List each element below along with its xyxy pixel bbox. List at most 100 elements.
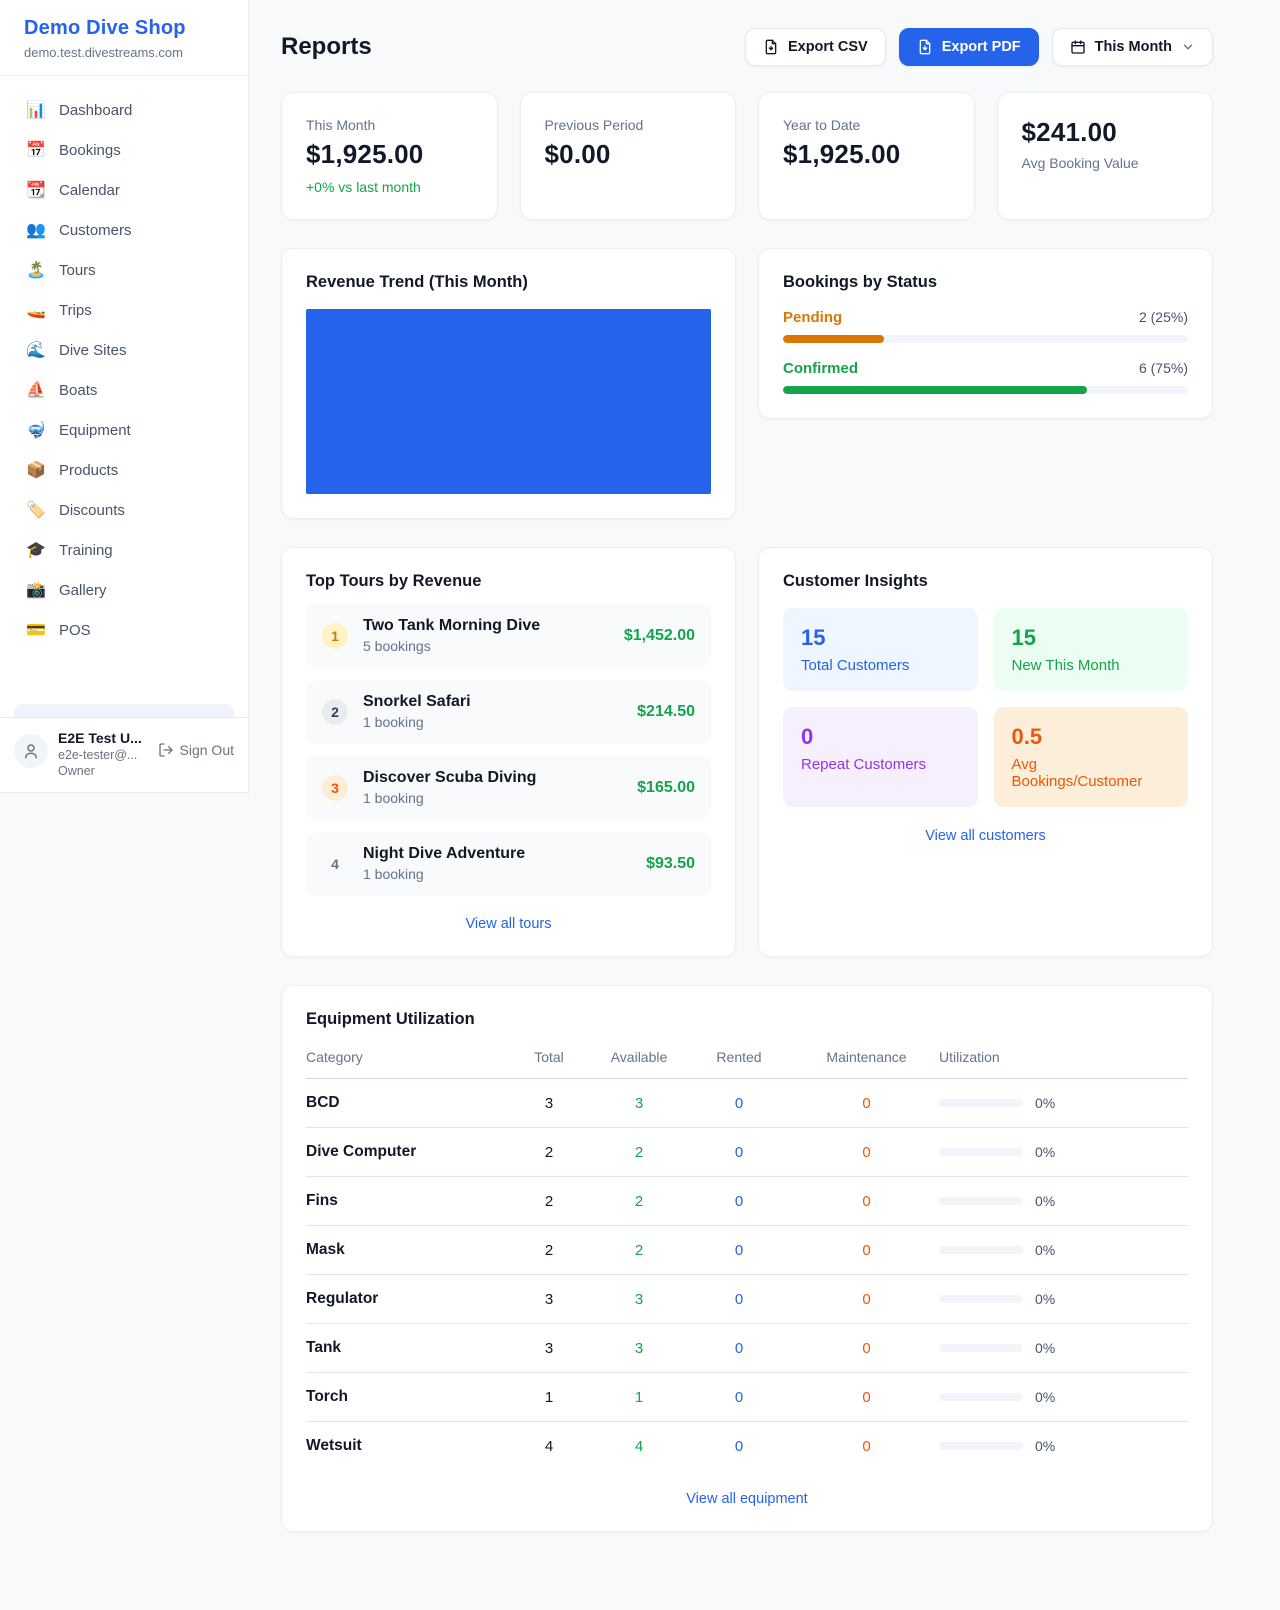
insight-value: 0 (801, 724, 814, 749)
tour-name: Two Tank Morning Dive (363, 617, 541, 634)
cell-available: 4 (634, 1437, 644, 1455)
sidebar-item-label: Dive Sites (59, 341, 127, 359)
user-email: e2e-tester@... (58, 748, 138, 762)
cell-utilization: 0% (939, 1225, 1188, 1275)
logout-icon (158, 743, 173, 757)
status-rows: Pending 2 (25%) Confirmed 6 (75%) (783, 309, 1188, 394)
sidebar-item-equipment[interactable]: 🤿 Equipment (12, 410, 236, 450)
cell-available: 2 (594, 1225, 684, 1275)
products-icon: 📦 (26, 462, 46, 479)
sidebar-item-calendar[interactable]: 📆 Calendar (12, 170, 236, 210)
brand-name[interactable]: Demo Dive Shop (24, 17, 186, 39)
stat-value: $0.00 (544, 139, 611, 169)
sidebar-item-gallery[interactable]: 📸 Gallery (12, 570, 236, 610)
sidebar-item-dive-sites[interactable]: 🌊 Dive Sites (12, 330, 236, 370)
status-label: Confirmed (783, 360, 858, 377)
sidebar-item-trips[interactable]: 🚤 Trips (12, 290, 236, 330)
user-role: Owner (58, 764, 95, 778)
dive-sites-icon: 🌊 (26, 342, 46, 359)
status-count: 2 (25%) (1138, 309, 1188, 325)
cell-maintenance: 0 (794, 1078, 939, 1128)
sidebar-item-tours[interactable]: 🏝️ Tours (12, 250, 236, 290)
cell-maintenance: 0 (862, 1437, 871, 1455)
utilization-wrap: 0% (939, 1095, 1188, 1111)
sidebar-item-pos[interactable]: 💳 POS (12, 610, 236, 650)
sidebar-item-label: Gallery (59, 581, 107, 599)
bookings-by-status-title: Bookings by Status (783, 273, 938, 291)
cell-maintenance: 0 (794, 1274, 939, 1324)
sidebar-item-boats[interactable]: ⛵ Boats (12, 370, 236, 410)
sidebar-item-dashboard[interactable]: 📊 Dashboard (12, 90, 236, 130)
status-head: Pending 2 (25%) (783, 309, 1188, 326)
cell-total: 2 (504, 1225, 594, 1275)
export-csv-label: Export CSV (787, 39, 868, 55)
view-all-tours-link[interactable]: View all tours (465, 916, 552, 932)
user-footer: E2E Test U... e2e-tester@... Owner Sign … (0, 717, 248, 792)
insight-tile: 15 Total Customers (783, 608, 978, 691)
cell-category: Torch (306, 1372, 504, 1422)
sidebar-item-customers[interactable]: 👥 Customers (12, 210, 236, 250)
sidebar-item-label: Products (59, 461, 119, 479)
utilization-percent: 0% (1035, 1144, 1056, 1160)
cell-utilization: 0% (939, 1422, 1188, 1471)
stat-card: Year to Date $1,925.00 (758, 92, 975, 220)
utilization-bar (939, 1442, 1023, 1450)
stat-delta: +0% vs last month (306, 179, 421, 195)
sidebar-item-products[interactable]: 📦 Products (12, 450, 236, 490)
cell-maintenance: 0 (794, 1372, 939, 1422)
rank-badge: 2 (322, 698, 348, 725)
cell-available: 3 (594, 1323, 684, 1373)
cell-rented: 0 (734, 1437, 744, 1455)
export-csv-button[interactable]: Export CSV (744, 28, 886, 66)
rank-badge: 3 (322, 774, 348, 801)
sidebar-item-label: Trips (59, 301, 92, 319)
cell-available: 2 (594, 1176, 684, 1226)
export-pdf-button[interactable]: Export PDF (898, 28, 1039, 66)
stats-grid: This Month $1,925.00 +0% vs last month Prev… (281, 92, 1213, 220)
file-download-icon (919, 39, 931, 55)
tour-row[interactable]: 3 Discover Scuba Diving 1 booking $165.00 (306, 756, 711, 819)
insight-tiles: 15 Total Customers 15 New This Month 0 Repeat… (783, 608, 1188, 807)
utilization-percent: 0% (1035, 1242, 1056, 1258)
status-count: 6 (75%) (1138, 360, 1188, 376)
stat-card: This Month $1,925.00 +0% vs last month (281, 92, 498, 220)
insight-value: 15 (1011, 625, 1036, 650)
table-row: Mask 2 2 0 0 0% (306, 1225, 1188, 1275)
sidebar-item-label: Dashboard (59, 101, 133, 119)
cell-utilization: 0% (939, 1323, 1188, 1373)
tour-row[interactable]: 4 Night Dive Adventure 1 booking $93.50 (306, 832, 711, 895)
tour-revenue: $214.50 (637, 702, 695, 720)
brand-block: Demo Dive Shop demo.test.divestreams.com (0, 0, 248, 76)
utilization-wrap: 0% (939, 1340, 1188, 1356)
insight-tile: 0 Repeat Customers (783, 707, 978, 807)
tour-revenue: $165.00 (637, 778, 695, 796)
cell-category: Dive Computer (306, 1127, 504, 1177)
column-header: Utilization (939, 1049, 1188, 1079)
stat-card: Previous Period $0.00 (519, 92, 736, 220)
cell-utilization: 0% (939, 1274, 1188, 1324)
discounts-icon: 🏷️ (26, 502, 46, 519)
cell-total: 3 (504, 1274, 594, 1324)
tour-row[interactable]: 1 Two Tank Morning Dive 5 bookings $1,452.0… (306, 604, 711, 667)
tour-bookings: 1 booking (363, 866, 424, 882)
cell-utilization: 0% (939, 1372, 1188, 1422)
status-row: Pending 2 (25%) (783, 309, 1188, 343)
insight-label: Avg Bookings/Customer (1011, 756, 1143, 790)
column-header: Category (306, 1049, 504, 1079)
revenue-trend-card: Revenue Trend (This Month) (281, 248, 736, 519)
charts-row: Revenue Trend (This Month) Bookings by S… (281, 248, 1213, 519)
status-row: Confirmed 6 (75%) (783, 360, 1188, 394)
sidebar-item-training[interactable]: 🎓 Training (12, 530, 236, 570)
tour-row[interactable]: 2 Snorkel Safari 1 booking $214.50 (306, 680, 711, 743)
sidebar-item-bookings[interactable]: 📅 Bookings (12, 130, 236, 170)
status-label: Pending (783, 309, 843, 326)
sidebar-item-reports-partial[interactable] (14, 704, 234, 717)
calendar-icon: 📆 (26, 182, 46, 199)
sign-out-button[interactable]: Sign Out (158, 742, 234, 758)
sidebar-item-label: Training (59, 541, 113, 559)
view-all-customers-link[interactable]: View all customers (925, 828, 1046, 844)
tours-icon: 🏝️ (26, 262, 46, 279)
period-selector[interactable]: This Month (1051, 28, 1213, 66)
view-all-equipment-link[interactable]: View all equipment (686, 1491, 808, 1507)
sidebar-item-discounts[interactable]: 🏷️ Discounts (12, 490, 236, 530)
